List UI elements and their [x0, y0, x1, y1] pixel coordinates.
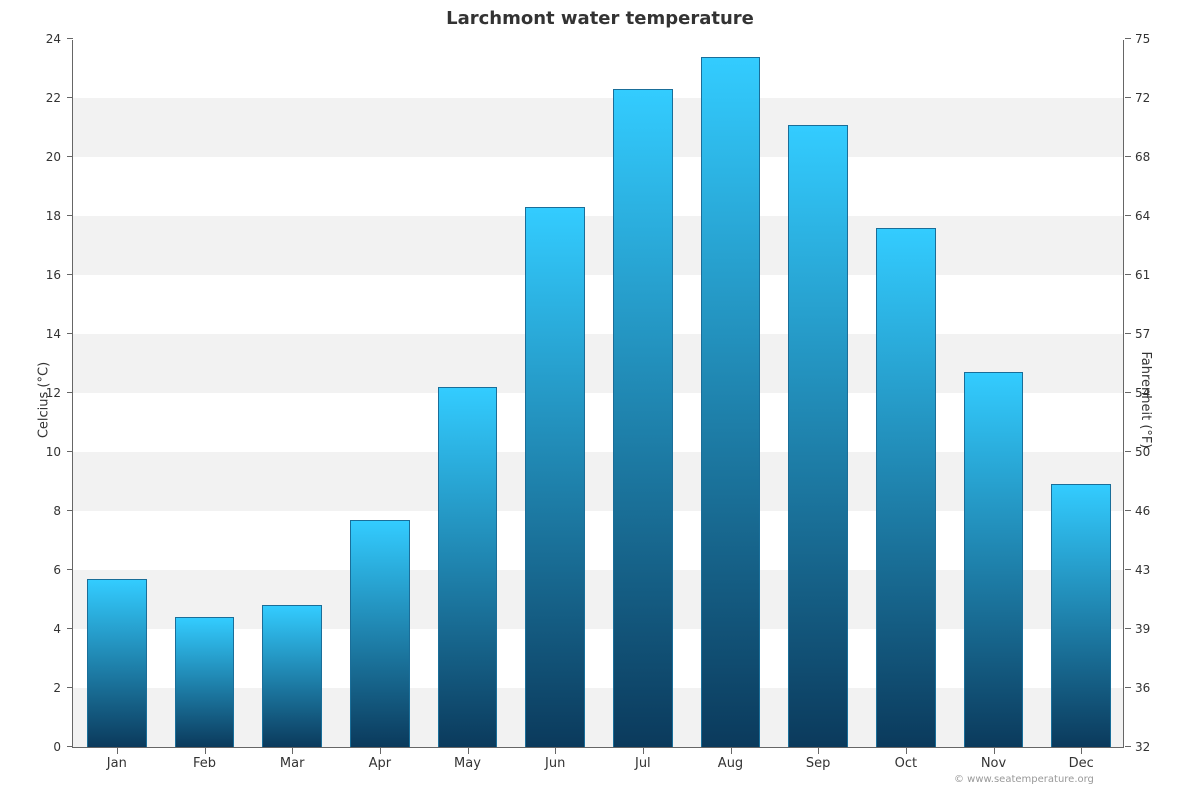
x-tick-label: Aug [718, 756, 743, 771]
bar-sep [788, 125, 848, 747]
y-left-tick-label: 8 [21, 504, 61, 518]
x-tick-label: Jun [545, 756, 565, 771]
y-left-tick-mark [67, 451, 73, 452]
credit-text: © www.seatemperature.org [954, 774, 1094, 785]
y-left-tick-mark [67, 628, 73, 629]
y-right-tick-label: 36 [1135, 681, 1175, 695]
bar-nov [964, 372, 1024, 747]
y-left-tick-mark [67, 38, 73, 39]
x-tick-label: Dec [1069, 756, 1094, 771]
x-tick-label: Jan [107, 756, 127, 771]
y-left-tick-label: 16 [21, 268, 61, 282]
y-right-tick-label: 72 [1135, 91, 1175, 105]
y-right-tick-mark [1125, 156, 1131, 157]
x-tick-mark [555, 748, 556, 754]
y-axis-right-label: Fahrenheit (°F) [1138, 352, 1153, 449]
y-right-tick-label: 75 [1135, 32, 1175, 46]
grid-band [73, 216, 1123, 275]
y-left-tick-mark [67, 156, 73, 157]
y-left-tick-label: 18 [21, 209, 61, 223]
y-left-tick-mark [67, 392, 73, 393]
y-right-tick-mark [1125, 38, 1131, 39]
grid-band [73, 39, 1123, 98]
y-right-tick-label: 61 [1135, 268, 1175, 282]
grid-band [73, 157, 1123, 216]
plot-area: 0246810121416182022243236394346505457616… [72, 40, 1124, 748]
x-tick-label: Jul [635, 756, 651, 771]
y-right-tick-label: 43 [1135, 563, 1175, 577]
x-tick-label: Mar [280, 756, 305, 771]
y-left-tick-label: 0 [21, 740, 61, 754]
bar-apr [350, 520, 410, 747]
y-right-tick-label: 64 [1135, 209, 1175, 223]
y-left-tick-mark [67, 274, 73, 275]
y-right-tick-mark [1125, 746, 1131, 747]
y-left-tick-label: 4 [21, 622, 61, 636]
y-right-tick-label: 46 [1135, 504, 1175, 518]
grid-band [73, 98, 1123, 157]
y-left-tick-label: 6 [21, 563, 61, 577]
x-tick-label: Apr [369, 756, 392, 771]
y-right-tick-label: 50 [1135, 445, 1175, 459]
x-tick-label: Oct [895, 756, 917, 771]
grid-band [73, 275, 1123, 334]
y-left-tick-mark [67, 687, 73, 688]
bar-may [438, 387, 498, 747]
x-tick-mark [468, 748, 469, 754]
x-tick-mark [117, 748, 118, 754]
x-tick-mark [818, 748, 819, 754]
y-right-tick-mark [1125, 215, 1131, 216]
bar-jun [525, 207, 585, 747]
y-right-tick-mark [1125, 274, 1131, 275]
x-tick-label: May [454, 756, 481, 771]
bar-jul [613, 89, 673, 747]
y-left-tick-mark [67, 333, 73, 334]
y-right-tick-label: 54 [1135, 386, 1175, 400]
bar-aug [701, 57, 761, 747]
y-right-tick-mark [1125, 510, 1131, 511]
y-left-tick-mark [67, 510, 73, 511]
y-left-tick-mark [67, 97, 73, 98]
y-right-tick-label: 57 [1135, 327, 1175, 341]
bar-dec [1051, 484, 1111, 747]
bar-feb [175, 617, 235, 747]
x-tick-mark [205, 748, 206, 754]
y-right-tick-label: 32 [1135, 740, 1175, 754]
y-left-tick-label: 22 [21, 91, 61, 105]
y-right-tick-mark [1125, 628, 1131, 629]
x-tick-mark [292, 748, 293, 754]
x-tick-mark [1081, 748, 1082, 754]
y-left-tick-label: 12 [21, 386, 61, 400]
y-left-tick-mark [67, 215, 73, 216]
y-right-tick-mark [1125, 569, 1131, 570]
y-left-tick-label: 10 [21, 445, 61, 459]
x-tick-label: Nov [981, 756, 1006, 771]
x-tick-label: Sep [806, 756, 831, 771]
bar-oct [876, 228, 936, 747]
x-tick-mark [380, 748, 381, 754]
y-right-tick-mark [1125, 333, 1131, 334]
y-right-tick-mark [1125, 687, 1131, 688]
y-right-tick-mark [1125, 392, 1131, 393]
y-left-tick-label: 14 [21, 327, 61, 341]
y-right-tick-mark [1125, 97, 1131, 98]
x-tick-label: Feb [193, 756, 216, 771]
y-right-tick-label: 39 [1135, 622, 1175, 636]
bar-jan [87, 579, 147, 747]
y-left-tick-mark [67, 569, 73, 570]
water-temperature-chart: Larchmont water temperature Celcius (°C)… [0, 0, 1200, 800]
y-axis-left-label: Celcius (°C) [37, 362, 52, 438]
y-left-tick-label: 24 [21, 32, 61, 46]
x-tick-mark [994, 748, 995, 754]
chart-title: Larchmont water temperature [0, 8, 1200, 29]
y-left-tick-label: 20 [21, 150, 61, 164]
bar-mar [262, 605, 322, 747]
y-left-tick-label: 2 [21, 681, 61, 695]
y-right-tick-label: 68 [1135, 150, 1175, 164]
x-tick-mark [731, 748, 732, 754]
x-tick-mark [906, 748, 907, 754]
y-left-tick-mark [67, 746, 73, 747]
y-right-tick-mark [1125, 451, 1131, 452]
x-tick-mark [643, 748, 644, 754]
